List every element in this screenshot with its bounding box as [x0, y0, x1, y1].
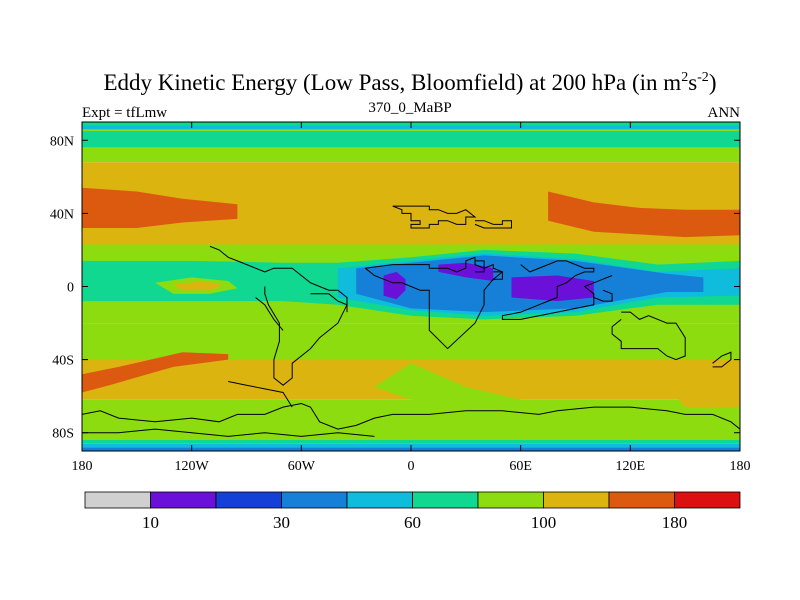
- coastline-0: [392, 205, 477, 229]
- coastline-9: [264, 286, 348, 386]
- colorbar-swatch-6: [477, 491, 544, 509]
- x-axis: 180 120W 60W 0 60E 120E 180: [72, 122, 751, 474]
- colorbar-swatch-2: [215, 491, 282, 509]
- colorbar-swatch-1: [150, 491, 217, 509]
- contour-region-16: [173, 281, 223, 291]
- y-tick-label: 80S: [52, 427, 74, 442]
- y-tick-label: 80N: [50, 134, 74, 149]
- contour-region-6: [548, 191, 740, 238]
- contour-region-22: [676, 392, 740, 408]
- y-tick-label: 0: [67, 281, 74, 296]
- contour-region-21: [374, 363, 521, 408]
- colorbar-swatch-7: [543, 491, 610, 509]
- colorbar-swatch-3: [281, 491, 348, 509]
- contour-region-3: [82, 147, 740, 163]
- colorbar: 10 30 60 100 180: [84, 491, 741, 532]
- contour-fields: [82, 122, 740, 451]
- contour-region-19: [82, 352, 229, 393]
- contour-region-1: [82, 129, 740, 132]
- contour-region-20: [82, 399, 740, 440]
- coastline-1: [474, 220, 512, 229]
- contour-region-11: [383, 271, 406, 300]
- coastline-5: [501, 260, 613, 320]
- colorbar-label: 60: [404, 513, 421, 532]
- coastline-14: [712, 351, 732, 368]
- colorbar-swatch-8: [608, 491, 675, 509]
- coastline-11: [228, 381, 293, 408]
- contour-region-12: [438, 262, 494, 281]
- contour-region-13: [511, 275, 594, 302]
- colorbar-swatch-9: [674, 491, 741, 509]
- y-tick-label: 40S: [52, 354, 74, 369]
- x-tick-label: 180: [730, 459, 751, 474]
- colorbar-swatch-5: [412, 491, 479, 509]
- x-tick-label: 60E: [509, 459, 532, 474]
- coastline-7: [611, 311, 686, 361]
- colorbar-swatch-0: [84, 491, 151, 509]
- colorbar-label: 100: [531, 513, 557, 532]
- coastline-12: [82, 402, 740, 430]
- x-tick-label: 180: [72, 459, 93, 474]
- coastline-4: [493, 271, 503, 280]
- left-label: Expt = tfLmw: [82, 105, 167, 121]
- contour-region-23: [82, 440, 740, 444]
- colorbar-label: 30: [273, 513, 290, 532]
- colorbar-label: 180: [662, 513, 688, 532]
- chart-title: Eddy Kinetic Energy (Low Pass, Bloomfiel…: [104, 70, 717, 95]
- contour-region-17: [82, 323, 740, 364]
- subtitle: 370_0_MaBP: [368, 100, 451, 116]
- coastline-13: [82, 428, 375, 437]
- right-label: ANN: [708, 105, 741, 121]
- contour-region-5: [82, 187, 238, 228]
- y-axis: 80N 40N 0 40S 80S: [50, 134, 740, 442]
- coastlines: [82, 205, 740, 437]
- x-tick-label: 0: [408, 459, 415, 474]
- x-tick-label: 120E: [616, 459, 646, 474]
- coastline-3: [475, 260, 485, 273]
- coastline-8: [209, 245, 348, 313]
- colorbar-label: 10: [142, 513, 159, 532]
- x-tick-label: 120W: [175, 459, 210, 474]
- y-tick-label: 40N: [50, 207, 74, 222]
- x-tick-label: 60W: [288, 459, 316, 474]
- colorbar-swatch-4: [346, 491, 413, 509]
- coastline-6: [593, 289, 613, 302]
- coastline-10: [255, 297, 284, 331]
